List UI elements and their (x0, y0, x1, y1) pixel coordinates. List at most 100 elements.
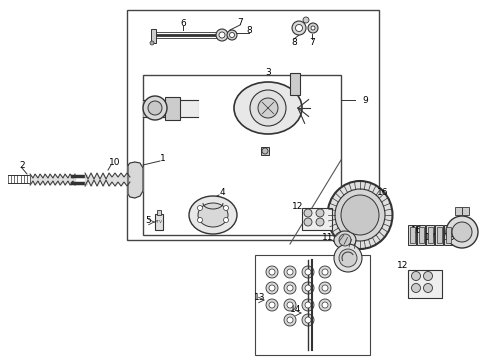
Text: 8: 8 (291, 37, 297, 46)
Text: 15: 15 (349, 248, 361, 256)
Circle shape (292, 21, 306, 35)
Bar (426, 225, 434, 245)
Circle shape (143, 96, 167, 120)
Bar (445, 227, 450, 243)
Circle shape (423, 284, 433, 292)
Circle shape (269, 302, 275, 308)
Circle shape (223, 217, 228, 222)
Text: 3: 3 (265, 68, 271, 77)
Circle shape (287, 285, 293, 291)
Circle shape (423, 271, 433, 280)
Circle shape (452, 222, 472, 242)
Circle shape (150, 41, 154, 45)
Text: 7: 7 (237, 18, 243, 27)
Text: 6: 6 (180, 18, 186, 27)
Bar (143, 75, 341, 235)
Circle shape (303, 17, 309, 23)
Ellipse shape (198, 203, 228, 227)
Text: 5: 5 (145, 216, 151, 225)
Circle shape (287, 269, 293, 275)
Bar (127, 10, 379, 240)
Text: 11: 11 (322, 234, 334, 243)
Text: 16: 16 (411, 225, 423, 234)
Text: 2: 2 (19, 161, 25, 170)
Circle shape (304, 209, 312, 217)
Polygon shape (128, 162, 143, 198)
Bar (437, 227, 441, 243)
Circle shape (322, 302, 328, 308)
Circle shape (269, 285, 275, 291)
Circle shape (227, 30, 237, 40)
Text: 14: 14 (290, 306, 302, 315)
Bar (410, 227, 415, 243)
Circle shape (258, 98, 278, 118)
Circle shape (339, 234, 351, 246)
Circle shape (319, 266, 331, 278)
Text: 9: 9 (362, 95, 368, 104)
Circle shape (319, 282, 331, 294)
Circle shape (229, 32, 235, 37)
Circle shape (148, 101, 162, 115)
Circle shape (322, 269, 328, 275)
Circle shape (319, 299, 331, 311)
Circle shape (412, 271, 420, 280)
Bar (435, 225, 443, 245)
Text: 1: 1 (160, 153, 166, 162)
Circle shape (304, 218, 312, 226)
Text: 12: 12 (293, 202, 304, 211)
Text: 13: 13 (254, 293, 266, 302)
Circle shape (302, 299, 314, 311)
Circle shape (284, 299, 296, 311)
Circle shape (305, 269, 311, 275)
Text: 17: 17 (425, 234, 437, 243)
Circle shape (287, 302, 293, 308)
Text: 8: 8 (246, 26, 252, 35)
Circle shape (266, 266, 278, 278)
Bar (165, 97, 180, 120)
Ellipse shape (189, 196, 237, 234)
Bar (408, 225, 416, 245)
Circle shape (446, 216, 478, 248)
Circle shape (412, 284, 420, 292)
Circle shape (316, 209, 324, 217)
Bar (157, 210, 161, 215)
Bar (290, 73, 300, 95)
Circle shape (284, 266, 296, 278)
Circle shape (302, 314, 314, 326)
Circle shape (305, 302, 311, 308)
Ellipse shape (334, 231, 356, 249)
Text: 7: 7 (309, 37, 315, 46)
Circle shape (284, 282, 296, 294)
Circle shape (302, 266, 314, 278)
Ellipse shape (341, 195, 379, 235)
Ellipse shape (339, 249, 357, 267)
Bar (462, 207, 469, 215)
Circle shape (250, 90, 286, 126)
Ellipse shape (335, 189, 385, 241)
Circle shape (305, 285, 311, 291)
Text: RTV: RTV (155, 220, 163, 224)
Text: 16: 16 (377, 188, 389, 197)
Circle shape (295, 24, 302, 32)
Ellipse shape (334, 244, 362, 272)
Text: 4: 4 (219, 188, 225, 197)
Bar (151, 29, 156, 43)
Circle shape (308, 23, 318, 33)
Bar (418, 227, 423, 243)
Circle shape (305, 317, 311, 323)
Bar (427, 227, 433, 243)
Bar (302, 208, 332, 230)
Circle shape (197, 217, 202, 222)
Circle shape (219, 32, 225, 38)
Circle shape (269, 269, 275, 275)
Bar (255, 255, 370, 355)
Circle shape (316, 218, 324, 226)
Bar (417, 225, 425, 245)
Ellipse shape (327, 181, 392, 249)
Circle shape (266, 299, 278, 311)
Bar (444, 225, 452, 245)
Bar (155, 214, 163, 230)
Circle shape (322, 285, 328, 291)
Circle shape (284, 314, 296, 326)
Bar (455, 207, 462, 215)
